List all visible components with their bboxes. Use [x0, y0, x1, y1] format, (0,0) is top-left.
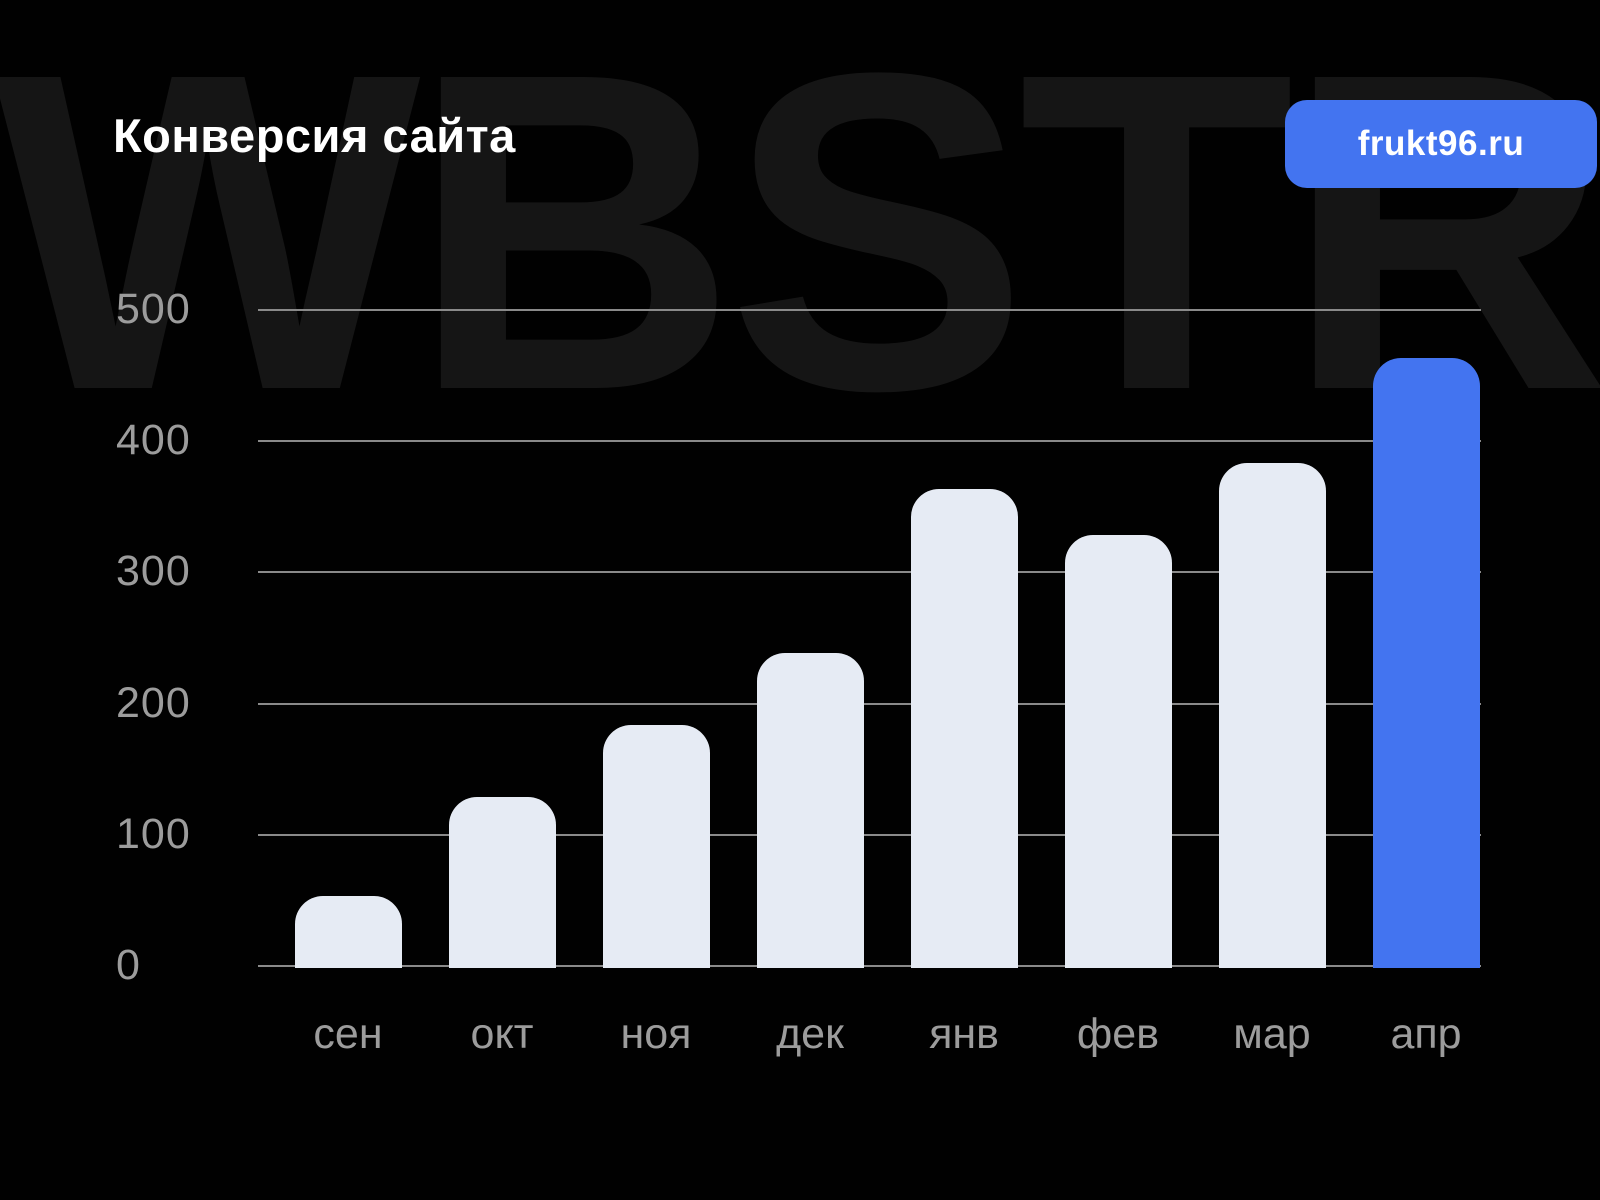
bar-фев	[1064, 535, 1172, 968]
bar-сен	[294, 896, 402, 968]
x-axis-label-сен: сен	[313, 1010, 383, 1058]
bar-окт	[448, 797, 556, 968]
y-axis-tick-label: 200	[116, 678, 191, 727]
x-axis-label-мар: мар	[1233, 1010, 1311, 1058]
gridline-300	[258, 571, 1481, 574]
x-axis-label-ноя: ноя	[620, 1010, 692, 1058]
y-axis-tick-label: 0	[116, 941, 141, 989]
x-axis-label-апр: апр	[1390, 1010, 1462, 1058]
x-axis-label-янв: янв	[929, 1010, 999, 1058]
page-title: Конверсия сайта	[113, 109, 516, 162]
x-axis-label-фев: фев	[1076, 1010, 1160, 1058]
site-url-badge-label: frukt96.ru	[1357, 124, 1525, 163]
site-url-badge[interactable]: frukt96.ru	[1285, 100, 1597, 188]
bar-ноя	[602, 725, 710, 968]
x-axis-label-дек: дек	[776, 1010, 844, 1058]
bar-дек	[756, 653, 864, 968]
bar-highlight-апр	[1372, 358, 1480, 968]
gridline-500	[258, 309, 1481, 311]
y-axis-tick-label: 300	[116, 547, 191, 596]
y-axis-tick-label: 100	[116, 809, 191, 858]
gridline-0	[258, 965, 1481, 967]
gridline-400	[258, 440, 1481, 443]
gridline-100	[258, 833, 1481, 836]
y-axis-tick-label: 500	[116, 285, 191, 333]
bar-мар	[1218, 463, 1326, 968]
y-axis-tick-label: 400	[116, 416, 191, 465]
bar-янв	[910, 489, 1018, 968]
x-axis-label-окт: окт	[470, 1010, 534, 1058]
gridline-200	[258, 702, 1481, 705]
background-watermark-text: WBSTR	[0, 0, 1600, 484]
